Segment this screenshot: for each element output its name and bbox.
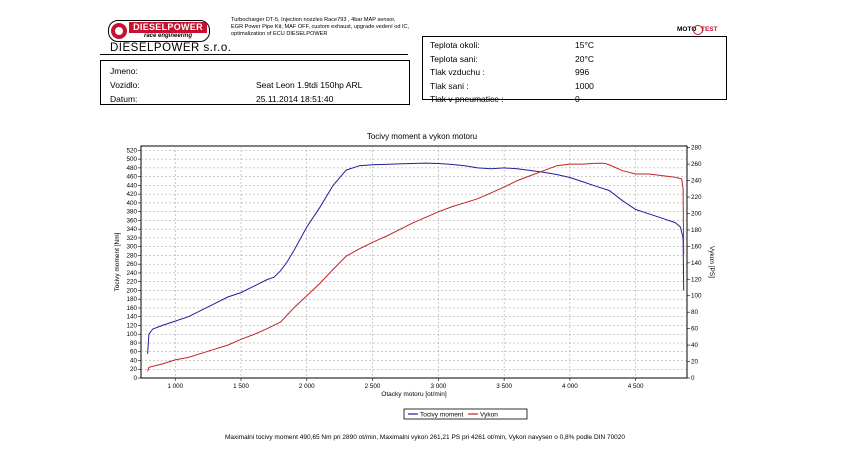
air-pressure-label: Tlak vzduchu :	[430, 67, 485, 77]
date-label: Datum:	[110, 94, 138, 104]
date-value: 25.11.2014 18:51:40	[256, 94, 334, 104]
vehicle-label: Vozidlo:	[110, 80, 140, 90]
y-tick-label: 460	[126, 174, 137, 181]
motortest-logo: MOTO TEST	[677, 25, 718, 35]
y2-tick-label: 40	[691, 342, 699, 349]
x-axis-ticks: 1 000 1 500 2 000 2 500 3 000 3 500 4 000 4 500	[167, 378, 644, 390]
y2-axis-label: Vykon [PS]	[708, 246, 715, 278]
y2-tick-label: 80	[691, 309, 699, 316]
y-tick-label: 160	[126, 305, 137, 312]
logo-title: DIESELPOWER	[129, 22, 207, 33]
y-tick-label: 480	[126, 165, 137, 172]
legend-box	[403, 408, 528, 420]
series-line-power	[147, 162, 685, 372]
dieselpower-logo: DIESELPOWER race engineering	[108, 20, 210, 42]
y-tick-label: 360	[126, 217, 137, 224]
y-axis-ticks: 0204060801001201401601802002202402602803…	[126, 147, 141, 382]
y2-tick-label: 180	[691, 227, 702, 234]
tire-pressure-label: Tlak v pneumatice :	[430, 94, 504, 104]
intake-pressure-value: 1000	[575, 81, 594, 91]
y-tick-label: 440	[126, 182, 137, 189]
company-name: DIESELPOWER s.r.o.	[110, 42, 232, 54]
y-tick-label: 340	[126, 226, 137, 233]
y-tick-label: 520	[126, 147, 137, 154]
air-pressure-value: 996	[575, 67, 590, 77]
y-tick-label: 300	[126, 244, 137, 251]
y-tick-label: 180	[126, 296, 137, 303]
y2-tick-label: 120	[691, 276, 702, 283]
series-lines	[147, 162, 685, 372]
vehicle-info-underline	[120, 104, 340, 105]
intake-temp-value: 20°C	[575, 54, 594, 64]
x-tick-label: 4 500	[628, 383, 644, 390]
y-tick-label: 320	[126, 235, 137, 242]
series-line-torque	[147, 162, 685, 354]
plot-area	[140, 145, 688, 379]
legend-label-torque: Tocivy moment	[420, 412, 464, 419]
y2-tick-label: 160	[691, 243, 702, 250]
y-tick-label: 200	[126, 287, 137, 294]
conditions-box	[422, 36, 727, 100]
y-tick-label: 240	[126, 270, 137, 277]
name-label: Jmeno:	[110, 66, 138, 76]
y-tick-label: 420	[126, 191, 137, 198]
y2-tick-label: 20	[691, 359, 699, 366]
logo-emblem-icon	[111, 23, 127, 39]
ambient-temp-label: Teplota okoli:	[430, 40, 480, 50]
y2-tick-label: 100	[691, 293, 702, 300]
legend-label-power: Vykon	[480, 412, 498, 419]
y2-tick-label: 60	[691, 326, 699, 333]
y-tick-label: 380	[126, 209, 137, 216]
x-tick-label: 1 000	[167, 383, 183, 390]
y-tick-label: 500	[126, 156, 137, 163]
y-tick-label: 260	[126, 261, 137, 268]
x-tick-label: 4 000	[562, 383, 578, 390]
ambient-temp-value: 15°C	[575, 40, 594, 50]
y-tick-label: 400	[126, 200, 137, 207]
y-tick-label: 140	[126, 314, 137, 321]
y-tick-label: 60	[130, 349, 138, 356]
chart-title: Tocivy moment a vykon motoru	[367, 132, 477, 141]
y2-tick-label: 220	[691, 194, 702, 201]
y-tick-label: 0	[133, 375, 137, 382]
x-tick-label: 3 500	[496, 383, 512, 390]
y2-tick-label: 140	[691, 260, 702, 267]
y-tick-label: 280	[126, 252, 137, 259]
x-tick-label: 2 000	[299, 383, 315, 390]
vehicle-info-box	[100, 60, 410, 105]
y-axis-label: Tocivy moment [Nm]	[114, 232, 121, 291]
intake-temp-label: Teplota sani:	[430, 54, 478, 64]
x-axis-label: Otacky motoru [ot/min]	[381, 391, 447, 398]
x-tick-label: 2 500	[365, 383, 381, 390]
y-tick-label: 20	[130, 366, 138, 373]
summary-line: Maximalni tocivy moment 490,65 Nm pri 28…	[224, 434, 626, 441]
y-tick-label: 120	[126, 322, 137, 329]
tire-pressure-value: 0	[575, 94, 580, 104]
x-tick-label: 3 000	[430, 383, 446, 390]
y-tick-label: 220	[126, 279, 137, 286]
y2-tick-label: 240	[691, 178, 702, 185]
y2-tick-label: 280	[691, 145, 702, 152]
tuning-description: Turbocharger DT-5, Injection nozzles Rac…	[231, 17, 410, 37]
y2-tick-label: 0	[691, 375, 695, 382]
grid-lines	[141, 146, 687, 378]
y2-tick-label: 260	[691, 161, 702, 168]
vehicle-value: Seat Leon 1.9tdi 150hp ARL	[256, 80, 363, 90]
x-tick-label: 1 500	[233, 383, 249, 390]
logo-subtitle: race engineering	[143, 33, 193, 39]
y2-axis-ticks: 0 20 40 60 80 100 120 140 160 180 200 220 240 260 280	[687, 145, 702, 382]
motortest-emblem-icon	[693, 25, 703, 35]
y2-tick-label: 200	[691, 210, 702, 217]
y-tick-label: 40	[130, 357, 138, 364]
intake-pressure-label: Tlak sani :	[430, 81, 469, 91]
y-tick-label: 100	[126, 331, 137, 338]
y-tick-label: 80	[130, 340, 138, 347]
